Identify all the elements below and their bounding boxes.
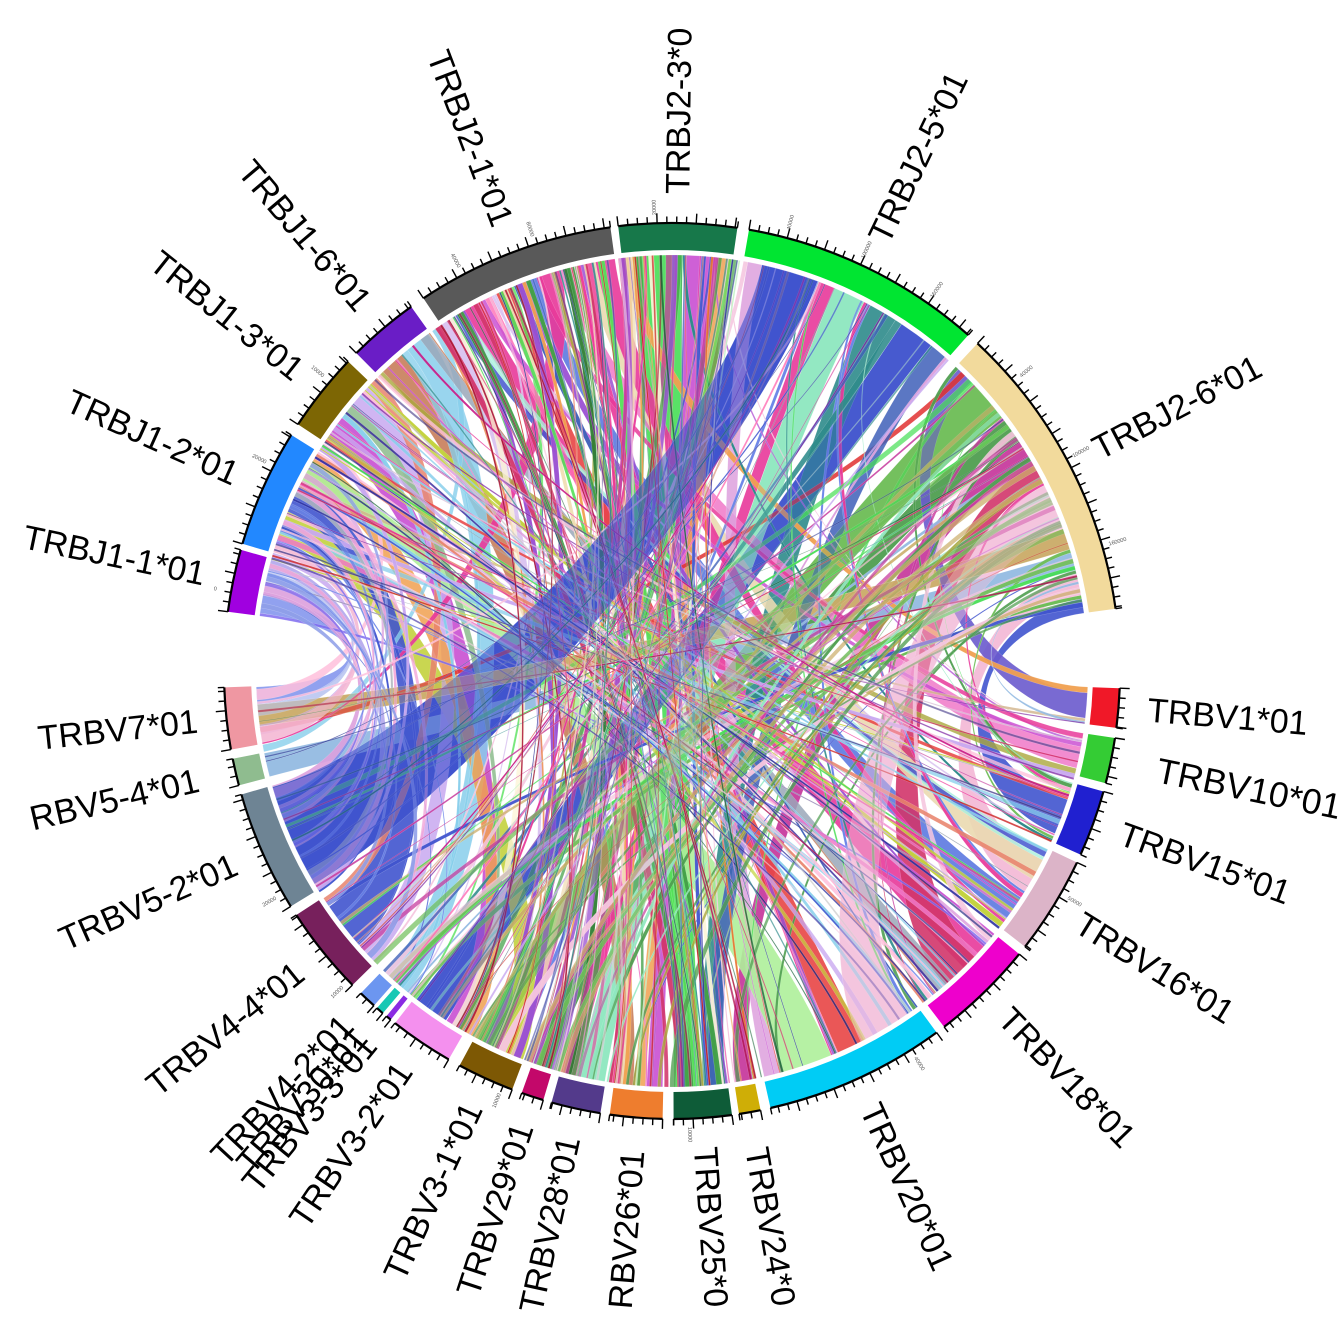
svg-text:10000: 10000 — [492, 1093, 503, 1109]
svg-text:TRBJ2-3*0: TRBJ2-3*0 — [659, 27, 699, 194]
svg-text:160000: 160000 — [1108, 537, 1127, 548]
svg-text:20000: 20000 — [652, 200, 659, 215]
svg-text:0: 0 — [213, 586, 217, 592]
svg-text:40000: 40000 — [786, 214, 796, 230]
svg-text:80000: 80000 — [524, 221, 534, 237]
svg-text:10000: 10000 — [686, 1127, 693, 1142]
